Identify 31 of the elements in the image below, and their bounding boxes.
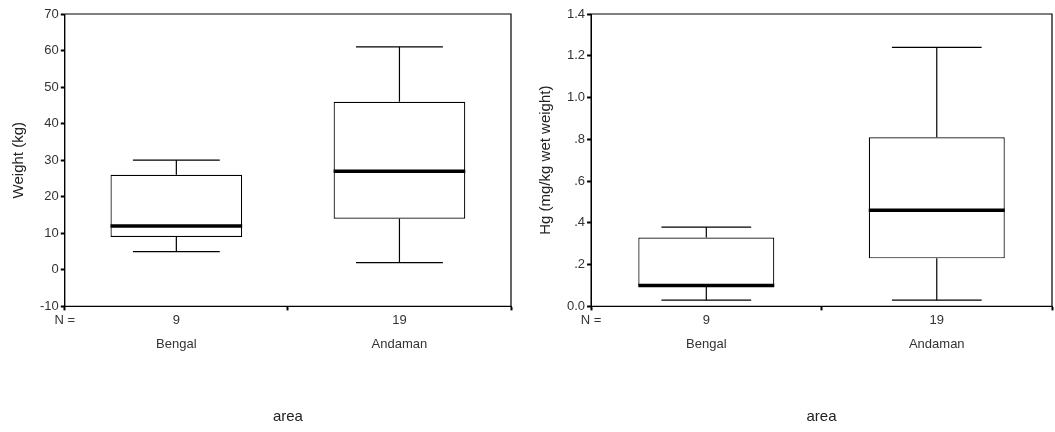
y-tick-label: 20 — [44, 188, 59, 204]
y-tick-label: .6 — [574, 172, 586, 188]
text: N = — [54, 311, 76, 327]
x-tick-label: Bengal — [686, 335, 727, 351]
x-tick-label: Andaman — [371, 335, 428, 351]
y-tick-label: 0 — [51, 261, 59, 277]
x-tick-label: Bengal — [156, 335, 197, 351]
y-tick-label: 10 — [44, 224, 59, 240]
y-tick-label: 50 — [44, 78, 59, 94]
text: 19 — [929, 311, 944, 327]
x-axis-title: area — [806, 407, 838, 425]
y-tick-label: .2 — [574, 256, 586, 272]
y-tick-label: 40 — [44, 115, 59, 131]
y-axis-title: Hg (mg/kg wet weight) — [536, 85, 554, 235]
text: N = — [580, 311, 602, 327]
y-tick-label: 0.0 — [566, 297, 586, 313]
text: 9 — [702, 311, 710, 327]
y-tick-label: -10 — [39, 297, 59, 313]
y-tick-label: 1.0 — [566, 89, 586, 105]
y-tick-label: 60 — [44, 42, 59, 58]
y-tick-label: 1.2 — [566, 47, 586, 63]
y-tick-label: 30 — [44, 151, 59, 167]
text: 9 — [172, 311, 180, 327]
y-tick-label: .4 — [574, 214, 586, 230]
x-axis-title: area — [272, 407, 304, 425]
text: 19 — [392, 311, 407, 327]
y-tick-label: .8 — [574, 130, 586, 146]
y-axis-title: Weight (kg) — [9, 121, 27, 199]
x-tick-label: Andaman — [908, 335, 965, 351]
y-tick-label: 70 — [44, 5, 59, 21]
y-tick-label: 1.4 — [566, 5, 586, 21]
